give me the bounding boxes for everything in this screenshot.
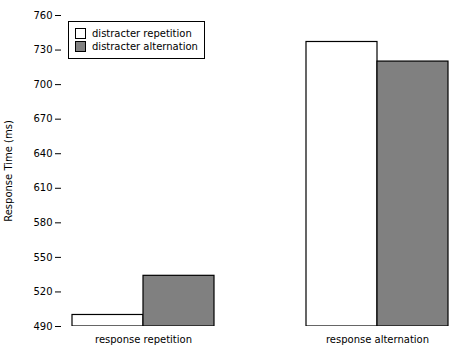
svg-text:550: 550 [33, 252, 52, 263]
html-text:distracter alternation: distracter alternation [92, 41, 198, 52]
svg-text:700: 700 [33, 79, 52, 90]
svg-text:580: 580 [33, 217, 52, 228]
svg-text:610: 610 [33, 182, 52, 193]
svg-text:490: 490 [33, 321, 52, 332]
html-text:distracter repetition: distracter repetition [92, 28, 192, 39]
svg-text:640: 640 [33, 148, 52, 159]
svg-text:520: 520 [33, 286, 52, 297]
svg-text:670: 670 [33, 113, 52, 124]
svg-text:Response Time (ms): Response Time (ms) [3, 120, 14, 222]
svg-text:730: 730 [33, 44, 52, 55]
svg-text:response repetition: response repetition [95, 334, 192, 345]
svg-text:response alternation: response alternation [326, 334, 429, 345]
svg-text:760: 760 [33, 10, 52, 21]
